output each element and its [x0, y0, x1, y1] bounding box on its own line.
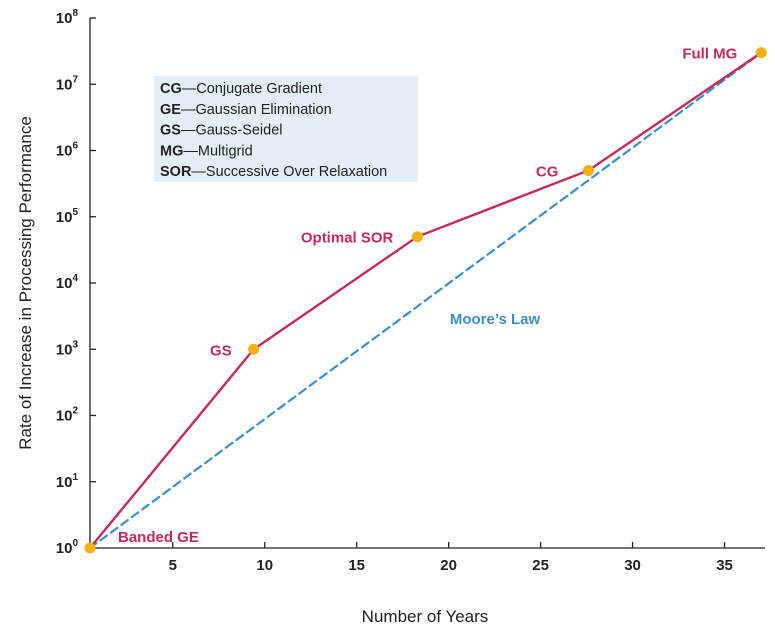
data-point-label: CG: [536, 163, 559, 180]
x-tick-label: 30: [624, 557, 641, 574]
x-tick-label: 20: [440, 557, 457, 574]
y-tick-label: 106: [56, 141, 79, 160]
legend-entry: GE—Gaussian Elimination: [160, 102, 332, 118]
y-tick-label: 101: [56, 472, 79, 491]
legend-entry: MG—Multigrid: [160, 143, 253, 159]
data-point: [582, 164, 594, 176]
x-tick-label: 10: [256, 557, 273, 574]
legend-box: [154, 76, 418, 182]
y-tick-label: 107: [56, 74, 79, 93]
data-point-label: Banded GE: [118, 529, 199, 546]
data-point: [84, 542, 96, 554]
legend: CG—Conjugate Gradient GE—Gaussian Elimina…: [154, 76, 418, 182]
y-tick-label: 102: [56, 406, 79, 425]
moores-law-label: Moore’s Law: [450, 311, 541, 328]
y-axis-title: Rate of Increase in Processing Performan…: [16, 116, 35, 450]
x-tick-label: 25: [532, 557, 549, 574]
legend-entry: CG—Conjugate Gradient: [160, 81, 322, 97]
point-labels: Moore’s Law Banded GE GS Optimal SOR CG Full …: [118, 46, 737, 546]
data-point-label: Optimal SOR: [301, 230, 394, 247]
legend-entry: SOR—Successive Over Relaxation: [160, 164, 387, 180]
data-point: [411, 231, 423, 243]
data-point: [248, 343, 260, 355]
y-tick-label: 103: [56, 339, 79, 358]
x-tick-label: 15: [348, 557, 365, 574]
x-tick-label: 5: [169, 557, 177, 574]
series-group: [84, 47, 767, 554]
data-point-label: Full MG: [682, 46, 737, 63]
axes: 5 10 15 20 25 30 35 100 101 102 103 104 105 106 107 108: [56, 8, 765, 574]
data-point: [755, 47, 767, 59]
y-tick-label: 105: [56, 207, 79, 226]
legend-entry: GS—Gauss-Seidel: [160, 123, 283, 139]
y-tick-label: 108: [56, 8, 79, 27]
data-point-label: GS: [210, 342, 232, 359]
x-axis-title: Number of Years: [362, 607, 489, 626]
x-tick-label: 35: [716, 557, 733, 574]
moores-law-line: [88, 51, 763, 550]
y-tick-label: 100: [56, 538, 79, 557]
y-tick-label: 104: [56, 273, 79, 292]
